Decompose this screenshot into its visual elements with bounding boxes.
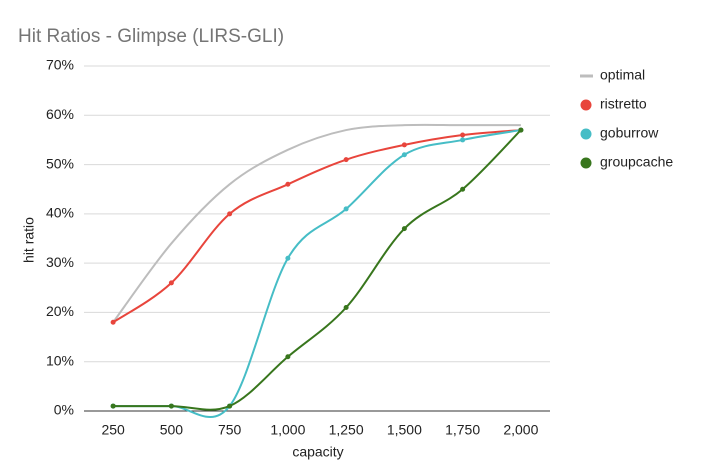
x-axis-label: capacity — [292, 444, 343, 460]
data-point — [401, 226, 407, 232]
y-tick-label: 0% — [54, 402, 74, 418]
data-point — [401, 152, 407, 158]
legend-swatch — [580, 99, 592, 111]
data-point — [168, 403, 174, 409]
y-tick-label: 30% — [46, 254, 74, 270]
data-point — [227, 403, 233, 409]
y-tick-label: 40% — [46, 205, 74, 221]
data-point — [343, 305, 349, 310]
legend-swatch — [580, 157, 592, 169]
data-point — [460, 132, 466, 138]
data-point — [285, 181, 291, 187]
y-tick-label: 70% — [46, 57, 74, 73]
series-line — [112, 123, 521, 323]
y-tick-label: 10% — [46, 352, 74, 368]
data-point — [518, 127, 524, 133]
legend-label: goburrow — [600, 125, 659, 141]
x-tick-label: 2,000 — [503, 422, 538, 438]
data-point — [460, 186, 466, 192]
data-point — [401, 142, 407, 148]
x-tick-label: 1,250 — [329, 422, 364, 438]
legend-label: optimal — [600, 67, 645, 83]
legend-swatch — [580, 128, 592, 140]
chart-title: Hit Ratios - Glimpse (LIRS-GLI) — [18, 26, 284, 47]
x-tick-label: 1,000 — [270, 422, 305, 438]
y-tick-label: 60% — [46, 106, 74, 122]
x-tick-label: 750 — [218, 422, 242, 438]
y-tick-label: 50% — [46, 155, 74, 171]
data-point — [168, 280, 174, 286]
data-point — [285, 354, 291, 360]
legend-label: ristretto — [600, 96, 647, 112]
x-tick-label: 1,750 — [445, 422, 480, 438]
data-point — [110, 403, 116, 409]
data-point — [285, 255, 291, 261]
series-line — [113, 129, 522, 418]
x-tick-label: 1,500 — [387, 422, 422, 438]
x-tick-label: 500 — [160, 422, 184, 438]
data-point — [343, 157, 349, 163]
series-line — [112, 129, 521, 324]
y-tick-label: 20% — [46, 303, 74, 319]
y-axis-label: hit ratio — [21, 217, 37, 263]
data-point — [227, 211, 233, 217]
data-point — [110, 319, 116, 325]
x-tick-label: 250 — [101, 422, 125, 438]
data-point — [460, 137, 466, 143]
data-point — [343, 206, 349, 212]
legend-label: groupcache — [600, 154, 673, 170]
